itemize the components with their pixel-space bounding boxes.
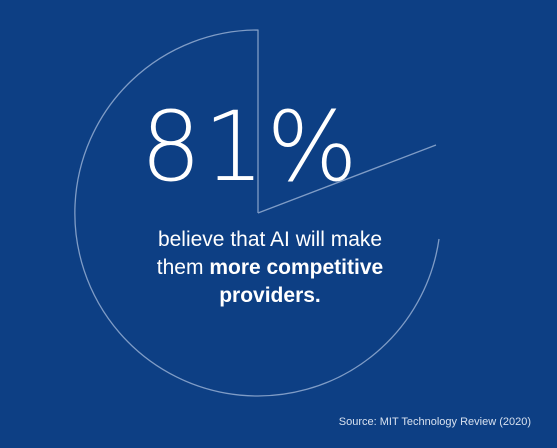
source-citation: Source: MIT Technology Review (2020) <box>338 416 531 428</box>
caption-line-2: them <box>156 256 210 279</box>
pie-slice-outline <box>74 29 440 397</box>
caption-line-1: believe that AI will make <box>157 228 383 251</box>
caption-line-3: providers. <box>219 284 321 307</box>
caption-emphasis: more competitive <box>209 256 384 279</box>
stat-caption: believe that AI will make them more comp… <box>100 226 440 310</box>
headline-stat: 81% <box>140 91 360 203</box>
